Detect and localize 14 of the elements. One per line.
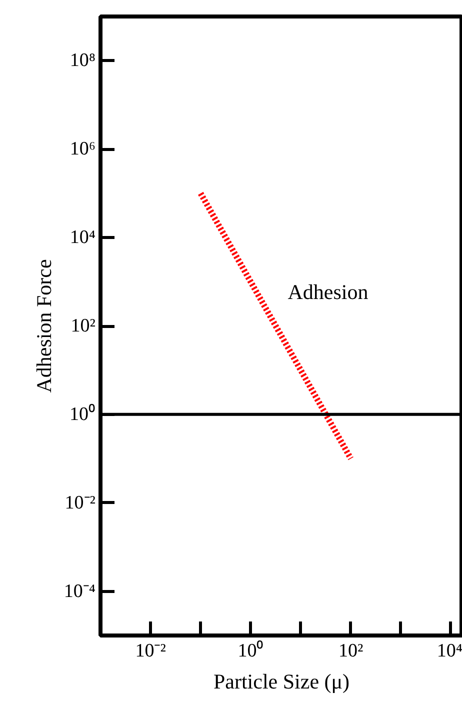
series-label: Adhesion bbox=[288, 280, 369, 304]
x-tick-label: 10⁴ bbox=[436, 640, 462, 662]
x-tick-label: 10⁻² bbox=[135, 640, 166, 662]
y-tick-label: 10⁻² bbox=[64, 492, 96, 514]
y-tick-label: 10⁰ bbox=[70, 402, 96, 425]
y-tick-label: 10² bbox=[70, 316, 96, 336]
y-tick-label: 10⁶ bbox=[70, 138, 96, 160]
y-tick-label: 10⁴ bbox=[70, 227, 96, 248]
x-axis-title: Particle Size (μ) bbox=[213, 670, 350, 694]
x-tick-label: 10² bbox=[338, 640, 364, 662]
y-tick-label: 10⁸ bbox=[70, 50, 96, 72]
x-tick-label: 10⁰ bbox=[238, 640, 264, 662]
y-tick-label: 10⁻⁴ bbox=[64, 580, 96, 602]
y-axis-title: Adhesion Force bbox=[32, 259, 56, 393]
